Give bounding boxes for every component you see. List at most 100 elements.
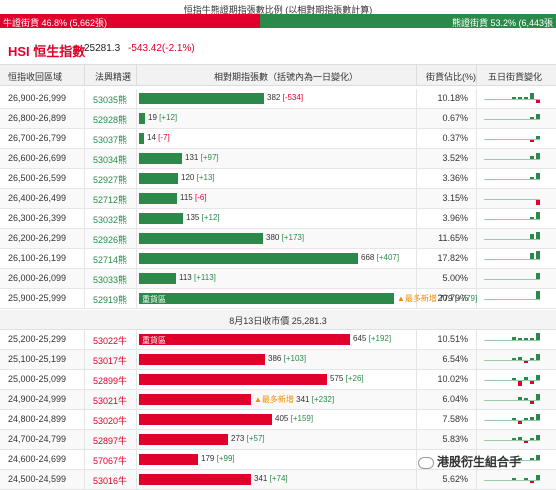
count-value: 575 xyxy=(330,374,344,383)
wechat-icon xyxy=(418,456,434,469)
most-added-tag: ▲最多新增 xyxy=(397,294,437,303)
row-code-link[interactable]: 52919熊 xyxy=(93,295,128,305)
row-pct: 6.04% xyxy=(442,394,468,404)
row-pct: 17.82% xyxy=(437,253,468,263)
row-pct: 20.79% xyxy=(437,293,468,303)
row-count: 575 [+26] xyxy=(330,374,364,383)
count-delta: [+173] xyxy=(281,233,305,242)
table-header: 恒指收回區域 法興精選 相對期指張數（括號內為一日變化） 街貨佔比(%) 五日街… xyxy=(0,64,556,86)
spark-bar xyxy=(536,114,540,119)
table-row: 26,700-26,799 53037熊 14 [-7] 0.37% xyxy=(0,129,556,149)
header-trend: 五日街貨變化 xyxy=(488,72,543,82)
row-pct: 3.96% xyxy=(442,213,468,223)
row-bar xyxy=(139,253,358,264)
spark-bar xyxy=(530,116,534,119)
row-range: 24,600-24,699 xyxy=(8,454,67,464)
row-code-link[interactable]: 53016牛 xyxy=(93,476,128,486)
spark-bar xyxy=(530,140,534,143)
count-value: 19 xyxy=(148,113,157,122)
row-pct: 3.52% xyxy=(442,153,468,163)
row-pct: 0.37% xyxy=(442,133,468,143)
count-delta: [+12] xyxy=(159,113,178,122)
row-code-link[interactable]: 53034熊 xyxy=(93,155,128,165)
table-row: 26,400-26,499 52712熊 115 [-6] 3.15% xyxy=(0,189,556,209)
row-code-link[interactable]: 52897牛 xyxy=(93,436,128,446)
row-code-link[interactable]: 52714熊 xyxy=(93,255,128,265)
five-day-sparkline xyxy=(484,171,540,187)
five-day-sparkline xyxy=(484,211,540,227)
row-code-link[interactable]: 52927熊 xyxy=(93,175,128,185)
count-delta: [+159] xyxy=(290,414,314,423)
spark-bar xyxy=(524,96,528,99)
spark-bar xyxy=(530,93,534,99)
row-range: 26,600-26,699 xyxy=(8,153,67,163)
row-range: 26,400-26,499 xyxy=(8,193,67,203)
header-count: 相對期指張數（括號內為一日變化） xyxy=(214,72,359,82)
row-code-link[interactable]: 53033熊 xyxy=(93,275,128,285)
row-code-link[interactable]: 53021牛 xyxy=(93,396,128,406)
row-code-link[interactable]: 57067牛 xyxy=(93,456,128,466)
heavy-zone-tag: 重貨區 xyxy=(142,336,166,345)
row-code-link[interactable]: 52926熊 xyxy=(93,235,128,245)
spark-bar xyxy=(536,291,540,299)
count-delta: [+57] xyxy=(246,434,265,443)
row-count: 341 [+74] xyxy=(254,474,288,483)
count-value: 380 xyxy=(266,233,280,242)
five-day-sparkline xyxy=(484,472,540,488)
spark-bar xyxy=(530,176,534,179)
row-code-link[interactable]: 52928熊 xyxy=(93,115,128,125)
row-code-link[interactable]: 53017牛 xyxy=(93,356,128,366)
row-code-link[interactable]: 53020牛 xyxy=(93,416,128,426)
spark-bar xyxy=(512,417,516,420)
row-bar xyxy=(139,374,327,385)
row-pct: 7.58% xyxy=(442,414,468,424)
close-price-label: 8月13日收市價 25,281.3 xyxy=(0,310,556,330)
spark-bar xyxy=(518,457,522,460)
spark-bar xyxy=(524,376,528,380)
five-day-sparkline xyxy=(484,271,540,287)
spark-bar xyxy=(512,477,516,480)
count-value: 668 xyxy=(361,253,375,262)
spark-bar xyxy=(524,397,528,400)
count-value: 386 xyxy=(268,354,282,363)
count-value: 115 xyxy=(180,193,193,202)
count-delta: [+103] xyxy=(283,354,307,363)
count-delta: [-534] xyxy=(282,93,304,102)
row-code-link[interactable]: 53022牛 xyxy=(93,336,128,346)
row-count: 19 [+12] xyxy=(148,113,177,122)
spark-bar xyxy=(536,435,540,440)
row-range: 25,200-25,299 xyxy=(8,334,67,344)
count-delta: [+26] xyxy=(345,374,364,383)
spark-bar xyxy=(524,477,528,480)
row-pct: 10.02% xyxy=(437,374,468,384)
row-code-link[interactable]: 53032熊 xyxy=(93,215,128,225)
five-day-sparkline xyxy=(484,332,540,348)
header-code: 法興精選 xyxy=(95,72,132,82)
row-count: 120 [+13] xyxy=(181,173,215,182)
row-count: 273 [+57] xyxy=(231,434,265,443)
table-row: 24,500-24,599 53016牛 341 [+74] 5.62% xyxy=(0,470,556,490)
count-delta: [-7] xyxy=(158,133,170,142)
row-bar xyxy=(139,273,176,284)
ratio-bar: 牛證街貨 46.8% (5,662張) 熊證街貨 53.2% (6,443張 xyxy=(0,14,556,28)
count-value: 120 xyxy=(181,173,195,182)
row-range: 26,300-26,399 xyxy=(8,213,67,223)
row-code-link[interactable]: 52712熊 xyxy=(93,195,128,205)
row-range: 24,800-24,899 xyxy=(8,414,67,424)
count-value: 14 xyxy=(147,133,156,142)
row-range: 26,500-26,599 xyxy=(8,173,67,183)
count-value: 113 xyxy=(179,273,192,282)
spark-bar xyxy=(536,100,540,104)
row-code-link[interactable]: 53035熊 xyxy=(93,95,128,105)
spark-bar xyxy=(530,416,534,420)
row-range: 26,800-26,899 xyxy=(8,113,67,123)
spark-bar xyxy=(518,396,522,400)
row-count: 382 [-534] xyxy=(267,93,303,102)
spark-bar xyxy=(536,251,540,259)
table-row: 25,200-25,299 53022牛 重貨區 645 [+192] 10.51% xyxy=(0,330,556,350)
row-code-link[interactable]: 52899牛 xyxy=(93,376,128,386)
spark-bar xyxy=(530,457,534,460)
row-pct: 10.51% xyxy=(437,334,468,344)
row-pct: 3.15% xyxy=(442,193,468,203)
row-code-link[interactable]: 53037熊 xyxy=(93,135,128,145)
